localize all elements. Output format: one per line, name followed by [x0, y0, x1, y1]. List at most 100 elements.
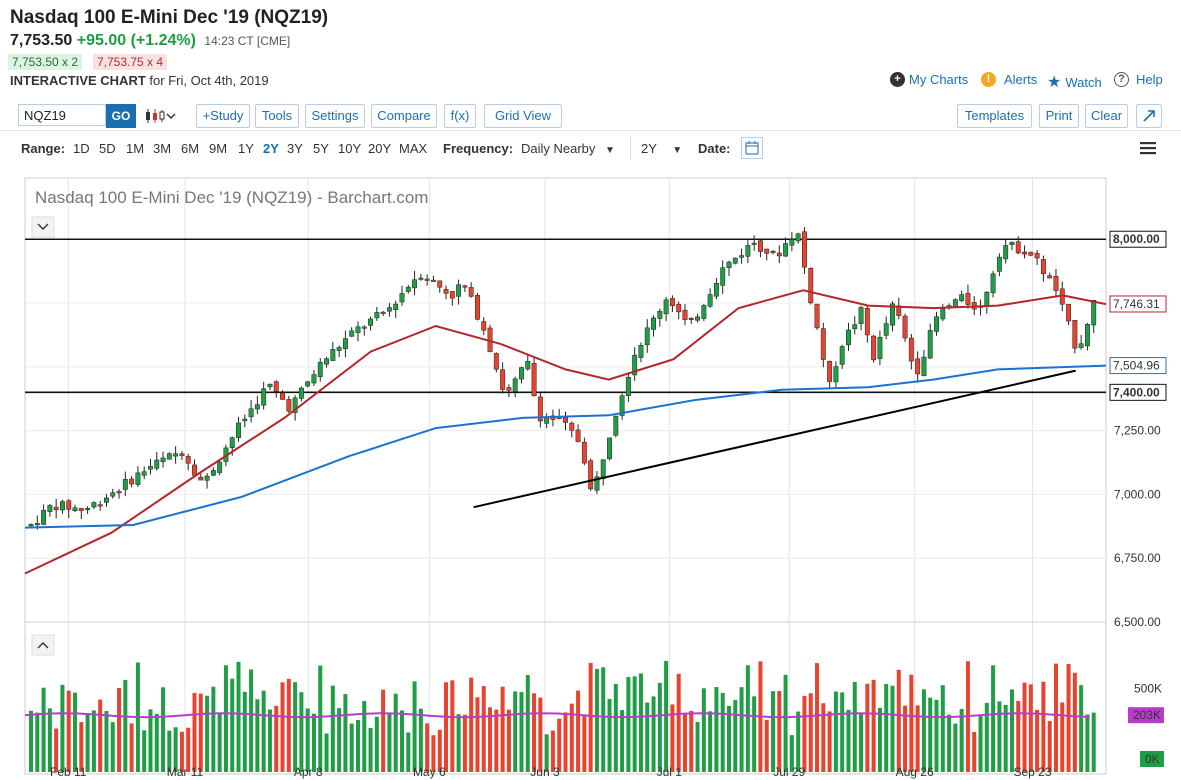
candle-body	[1015, 241, 1021, 254]
print-button[interactable]: Print	[1039, 104, 1079, 128]
range-5y[interactable]: 5Y	[313, 141, 329, 156]
candle-body	[833, 366, 839, 383]
candle-body	[940, 308, 946, 320]
range-1y[interactable]: 1Y	[238, 141, 254, 156]
volume-bar	[632, 676, 637, 772]
volume-bar	[230, 678, 235, 772]
frequency-label: Frequency:	[443, 141, 514, 156]
bid-quote: 7,753.50 x 2	[8, 54, 83, 70]
volume-bar	[286, 678, 291, 772]
volume-bar	[462, 714, 467, 772]
range-1d[interactable]: 1D	[73, 141, 90, 156]
volume-bar	[179, 731, 184, 772]
compare-button[interactable]: Compare	[371, 104, 437, 128]
candle-body	[1034, 253, 1040, 259]
volume-bar	[588, 662, 593, 772]
templates-button[interactable]: Templates	[957, 104, 1032, 128]
volume-bar	[689, 710, 694, 772]
expand-icon	[1143, 110, 1155, 122]
candle-body	[110, 492, 116, 497]
candle-body	[827, 361, 833, 382]
range-max[interactable]: MAX	[399, 141, 428, 156]
period-value: 2Y	[641, 141, 657, 156]
volume-bar	[186, 727, 191, 772]
collapse-volume-button[interactable]	[31, 634, 55, 656]
candle-body	[663, 299, 669, 315]
period-dropdown[interactable]: 2Y ▼	[641, 141, 682, 156]
range-3y[interactable]: 3Y	[287, 141, 303, 156]
volume-bar	[664, 660, 669, 772]
range-20y[interactable]: 20Y	[368, 141, 392, 156]
volume-bar	[73, 692, 78, 772]
range-6m[interactable]: 6M	[181, 141, 200, 156]
volume-bar	[387, 714, 392, 772]
volume-bar	[953, 723, 958, 772]
my-charts-link[interactable]: + My Charts	[890, 72, 968, 87]
date-tick-label: Jul 29	[773, 765, 805, 779]
candle-body	[342, 338, 348, 350]
volume-bar	[192, 692, 197, 772]
candle-body	[990, 273, 996, 294]
candle-body	[305, 381, 311, 387]
candle-body	[726, 261, 732, 269]
candle-body	[192, 464, 197, 476]
grid-view-button[interactable]: Grid View	[484, 104, 562, 128]
volume-bar	[236, 661, 241, 772]
collapse-price-button[interactable]	[31, 216, 55, 238]
volume-bar	[311, 713, 316, 772]
candle-body	[28, 524, 34, 527]
volume-bar	[563, 712, 568, 772]
date-tick-label: Aug 26	[896, 765, 934, 779]
candle-body	[154, 459, 160, 469]
candle-body	[632, 354, 638, 376]
volume-bar	[343, 694, 348, 772]
chart-type-dropdown[interactable]	[143, 107, 177, 130]
volume-bar	[789, 735, 794, 772]
range-5d[interactable]: 5D	[99, 141, 116, 156]
clear-button[interactable]: Clear	[1085, 104, 1128, 128]
candle-body	[814, 303, 820, 329]
tools-button[interactable]: Tools	[255, 104, 299, 128]
range-9m[interactable]: 9M	[209, 141, 228, 156]
volume-bar	[261, 690, 266, 772]
study-button[interactable]: +Study	[196, 104, 250, 128]
volume-bar	[444, 682, 449, 772]
price-tick-label: 6,500.00	[1114, 615, 1161, 629]
candle-body	[625, 376, 631, 396]
volume-ma-line	[24, 712, 1090, 719]
volume-bar	[525, 675, 530, 772]
range-1m[interactable]: 1M	[126, 141, 145, 156]
go-button[interactable]: GO	[106, 104, 136, 128]
menu-button[interactable]	[1140, 141, 1156, 160]
volume-bar	[142, 730, 147, 772]
range-3m[interactable]: 3M	[153, 141, 172, 156]
candle-body	[644, 327, 650, 346]
alerts-link[interactable]: ! Alerts	[981, 72, 1037, 87]
candle-body	[915, 358, 921, 375]
volume-bar	[626, 676, 631, 772]
alert-icon: !	[981, 72, 996, 87]
candles	[28, 227, 1097, 530]
volume-bar	[576, 690, 581, 772]
date-picker-button[interactable]	[741, 137, 763, 159]
candle-body	[952, 299, 958, 308]
symbol-input[interactable]: NQZ19	[18, 104, 106, 126]
candle-body	[78, 508, 84, 511]
fx-button[interactable]: f(x)	[444, 104, 476, 128]
ask-quote: 7,753.75 x 4	[93, 54, 168, 70]
volume-bar	[833, 691, 838, 772]
candle-body	[493, 353, 499, 370]
price-chart[interactable]: Nasdaq 100 E-Mini Dec '19 (NQZ19) - Barc…	[0, 175, 1181, 780]
candle-body	[984, 291, 990, 307]
watch-link[interactable]: ★ Watch	[1047, 72, 1102, 92]
range-10y[interactable]: 10Y	[338, 141, 362, 156]
candle-body	[1009, 241, 1015, 245]
frequency-dropdown[interactable]: Daily Nearby ▼	[521, 141, 615, 156]
volume-bar	[752, 696, 757, 772]
help-link[interactable]: ? Help	[1114, 72, 1163, 87]
range-2y[interactable]: 2Y	[263, 141, 279, 156]
candle-body	[311, 374, 317, 384]
settings-button[interactable]: Settings	[305, 104, 365, 128]
volume-bar	[645, 702, 650, 772]
expand-button[interactable]	[1136, 104, 1162, 128]
